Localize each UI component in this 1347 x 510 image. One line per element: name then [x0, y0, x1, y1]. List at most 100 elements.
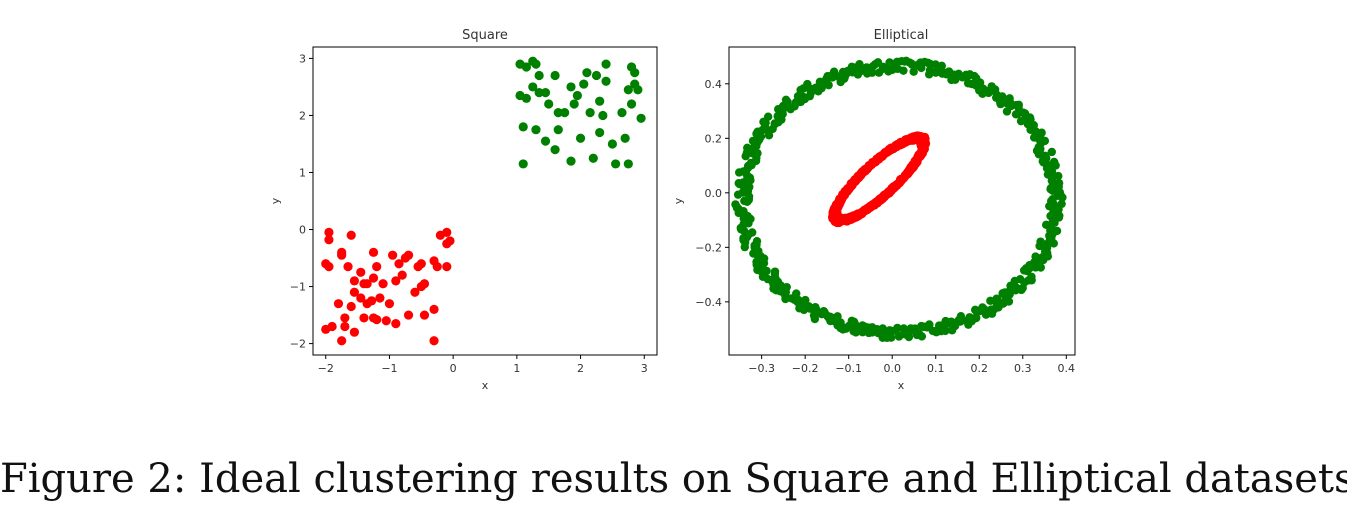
- data-point: [893, 323, 902, 333]
- data-point: [1011, 110, 1021, 119]
- data-point: [1047, 196, 1056, 206]
- data-point: [528, 82, 538, 92]
- data-point: [394, 259, 404, 269]
- data-point: [368, 247, 379, 257]
- data-point: [941, 326, 950, 336]
- data-point: [324, 261, 334, 272]
- data-point: [349, 287, 360, 297]
- data-point: [346, 230, 356, 240]
- data-point: [607, 139, 618, 149]
- data-point: [610, 159, 621, 169]
- data-point: [972, 313, 981, 323]
- data-point: [978, 303, 987, 312]
- square-y-tick-label: 3: [299, 52, 306, 65]
- data-point: [591, 70, 602, 81]
- data-point: [836, 77, 845, 87]
- data-point: [917, 332, 927, 341]
- elliptical-x-tick-label: 0.3: [1014, 362, 1032, 375]
- data-point: [391, 319, 401, 329]
- data-point: [786, 104, 795, 114]
- data-point: [633, 85, 643, 95]
- elliptical-x-tick-label: −0.1: [835, 362, 862, 375]
- data-point: [566, 156, 576, 166]
- data-point: [595, 96, 605, 106]
- data-point: [378, 279, 388, 289]
- data-point: [932, 67, 942, 76]
- data-point: [588, 153, 598, 163]
- data-point: [801, 295, 810, 305]
- elliptical-subplot: Elliptical −0.3 −0.2 −0.1 0.0 0.1 0.2 0.3 0.4 −…: [672, 28, 1076, 392]
- data-point: [381, 316, 391, 326]
- elliptical-x-tick-label: −0.2: [792, 362, 819, 375]
- data-point: [362, 279, 372, 289]
- data-point: [1005, 94, 1014, 103]
- data-point: [391, 276, 401, 286]
- data-point: [764, 131, 774, 140]
- data-point: [359, 313, 369, 323]
- square-y-tick-label: 2: [299, 109, 306, 122]
- elliptical-y-tick-label: −0.2: [695, 241, 722, 254]
- square-x-ticks: −2 −1 0 1 2 3: [318, 355, 648, 375]
- data-point: [572, 90, 582, 101]
- square-points: [321, 56, 646, 346]
- square-y-label: y: [269, 197, 282, 204]
- data-point: [585, 107, 595, 118]
- square-title: Square: [462, 28, 508, 43]
- data-point: [925, 66, 935, 75]
- data-point: [598, 110, 608, 121]
- data-point: [743, 197, 752, 206]
- square-subplot: Square −2 −1 0 1 2 3 −2 −1 0 1 2 3 x y: [269, 28, 658, 392]
- data-point: [416, 259, 426, 269]
- data-point: [626, 99, 637, 109]
- data-point: [636, 113, 646, 123]
- data-point: [734, 168, 744, 177]
- data-point: [566, 82, 576, 92]
- data-point: [1049, 157, 1059, 167]
- data-point: [403, 250, 414, 260]
- square-x-tick-label: −1: [381, 362, 397, 375]
- data-point: [569, 99, 579, 109]
- data-point: [1036, 263, 1045, 272]
- data-point: [810, 314, 820, 324]
- data-point: [368, 273, 379, 283]
- data-point: [914, 135, 924, 145]
- data-point: [397, 270, 407, 280]
- data-point: [987, 82, 996, 91]
- data-point: [429, 336, 439, 346]
- data-point: [886, 333, 896, 342]
- data-point: [746, 176, 755, 185]
- square-y-tick-label: 0: [299, 224, 306, 237]
- elliptical-points: [731, 56, 1067, 343]
- square-y-ticks: −2 −1 0 1 2 3: [290, 52, 313, 351]
- data-point: [544, 99, 554, 109]
- square-x-tick-label: −2: [318, 362, 334, 375]
- data-point: [553, 107, 563, 118]
- data-point: [630, 68, 640, 78]
- data-point: [531, 59, 541, 69]
- data-point: [623, 85, 633, 95]
- data-point: [372, 261, 382, 272]
- elliptical-x-tick-label: 0.1: [927, 362, 945, 375]
- data-point: [1057, 199, 1066, 209]
- elliptical-x-label: x: [898, 379, 905, 392]
- data-point: [582, 68, 592, 78]
- data-point: [356, 267, 366, 277]
- data-point: [1031, 252, 1040, 261]
- data-point: [734, 208, 743, 218]
- data-point: [372, 315, 382, 325]
- data-point: [601, 59, 611, 69]
- data-point: [620, 133, 630, 143]
- data-point: [540, 136, 551, 146]
- data-point: [550, 70, 560, 81]
- figure-caption: Figure 2: Ideal clustering results on Sq…: [0, 456, 1347, 502]
- square-x-tick-label: 2: [577, 362, 584, 375]
- data-point: [324, 227, 334, 237]
- square-x-label: x: [482, 379, 489, 392]
- data-point: [367, 296, 377, 306]
- data-point: [553, 125, 563, 135]
- data-point: [992, 294, 1001, 303]
- data-point: [321, 324, 331, 334]
- data-point: [595, 127, 605, 138]
- data-point: [733, 190, 743, 199]
- data-point: [343, 261, 353, 272]
